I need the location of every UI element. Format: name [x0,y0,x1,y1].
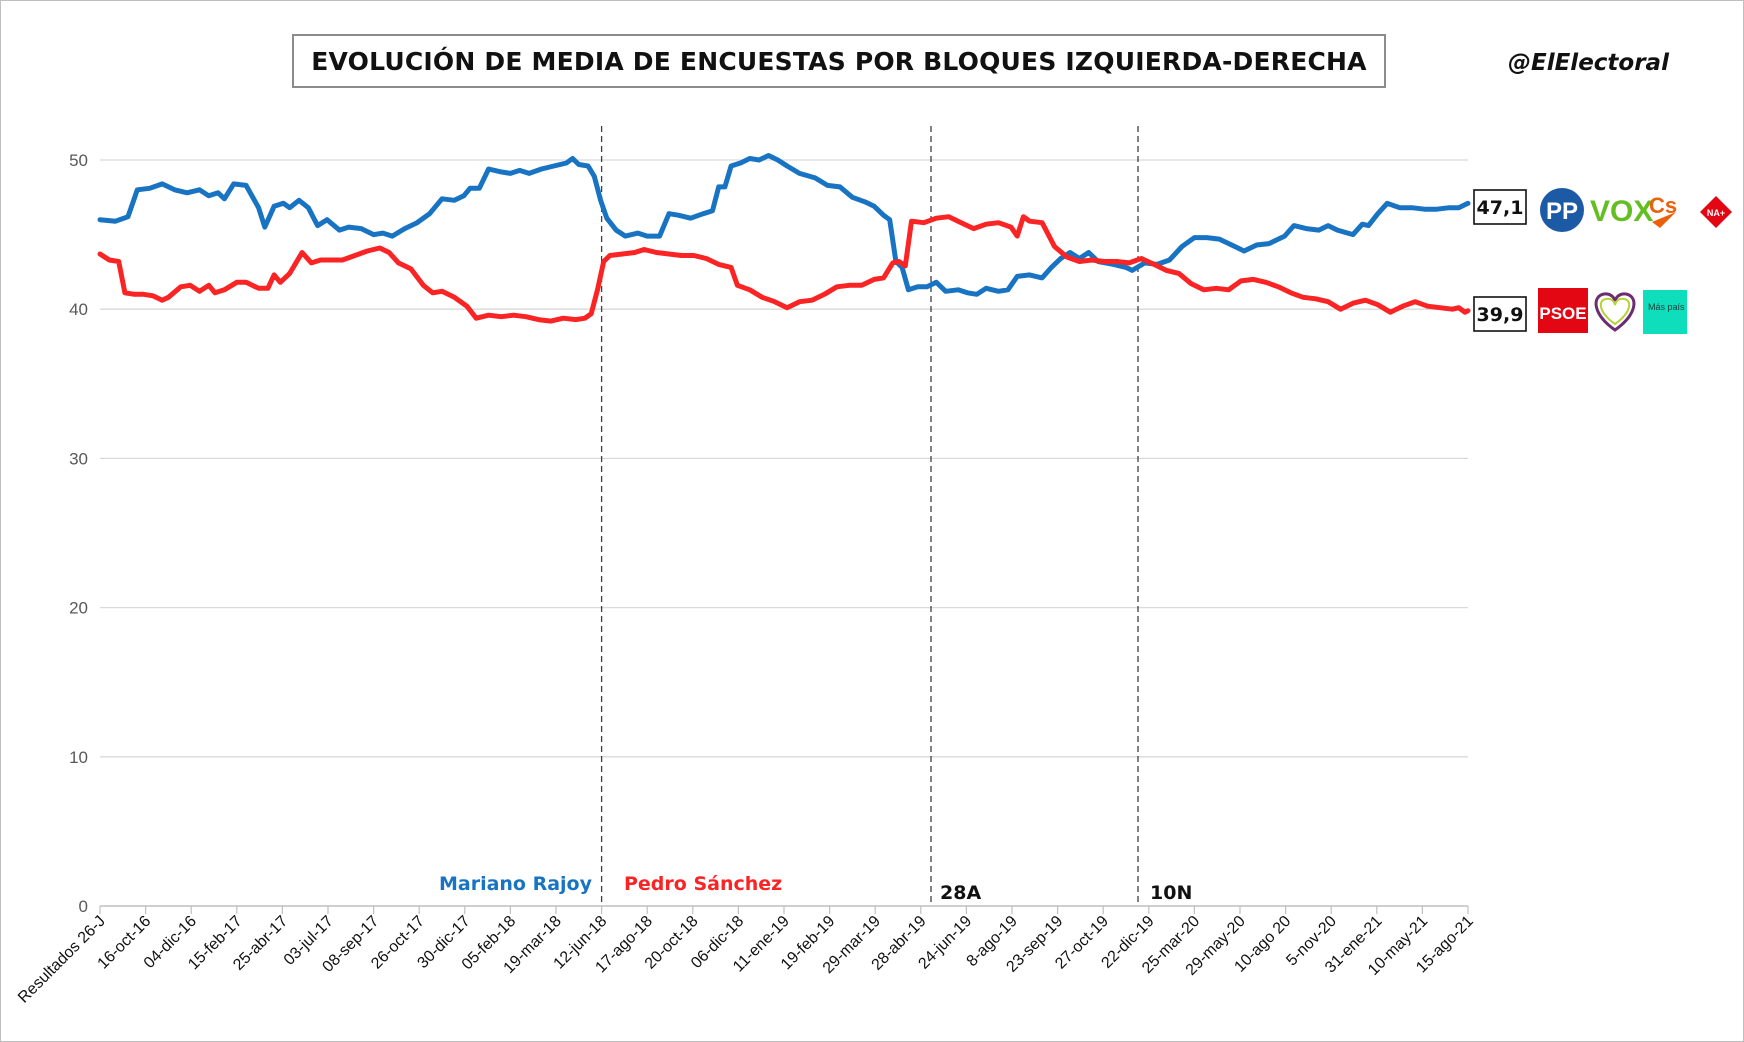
y-tick-label-20: 20 [69,599,88,618]
chart-title: EVOLUCIÓN DE MEDIA DE ENCUESTAS POR BLOQ… [311,46,1367,76]
y-tick-label-40: 40 [69,300,88,319]
vertical-markers [600,126,1139,906]
vox-logo-icon: VOX [1590,195,1653,228]
annotation-label: 28A [940,882,981,904]
gridlines [100,159,1468,758]
y-tick-label-10: 10 [69,748,88,767]
cs-logo-swoosh-icon [1652,212,1676,228]
series-line-right [97,153,1471,297]
annotation-label: Mariano Rajoy [439,873,593,895]
y-tick-label-0: 0 [79,897,88,916]
annotation-label: 10N [1150,882,1192,904]
podemos-heart-inner-icon [1599,297,1631,326]
series-line-left [97,214,1471,324]
podemos-heart-logo-icon [1594,292,1636,332]
psoe-logo-text: PSOE [1539,304,1586,323]
mas-pais-logo-text: Más país [1648,302,1685,312]
y-tick-label-50: 50 [69,151,88,170]
y-tick-label-30: 30 [69,449,88,468]
annotations: Mariano Rajoy Pedro Sánchez 28A 10N [439,873,1192,904]
na-plus-logo-icon [1700,196,1732,228]
pp-logo-icon [1540,188,1584,232]
end-labels: 47,1 39,9 [1473,189,1527,332]
annotation-label: Pedro Sánchez [624,873,782,895]
author-handle: @ElElectoral [1508,50,1669,76]
pp-logo-text: PP [1546,198,1578,225]
chart-title-box: EVOLUCIÓN DE MEDIA DE ENCUESTAS POR BLOQ… [292,34,1386,88]
end-value-label-left: 39,9 [1477,304,1524,326]
end-value-box-left [1473,296,1527,332]
end-value-box-right [1473,189,1527,225]
end-value-label-right: 47,1 [1477,197,1524,219]
mas-pais-logo-icon [1643,290,1687,334]
psoe-logo-icon [1538,288,1588,333]
na-plus-logo-text: NA+ [1707,208,1725,218]
series-lines [97,153,1471,324]
